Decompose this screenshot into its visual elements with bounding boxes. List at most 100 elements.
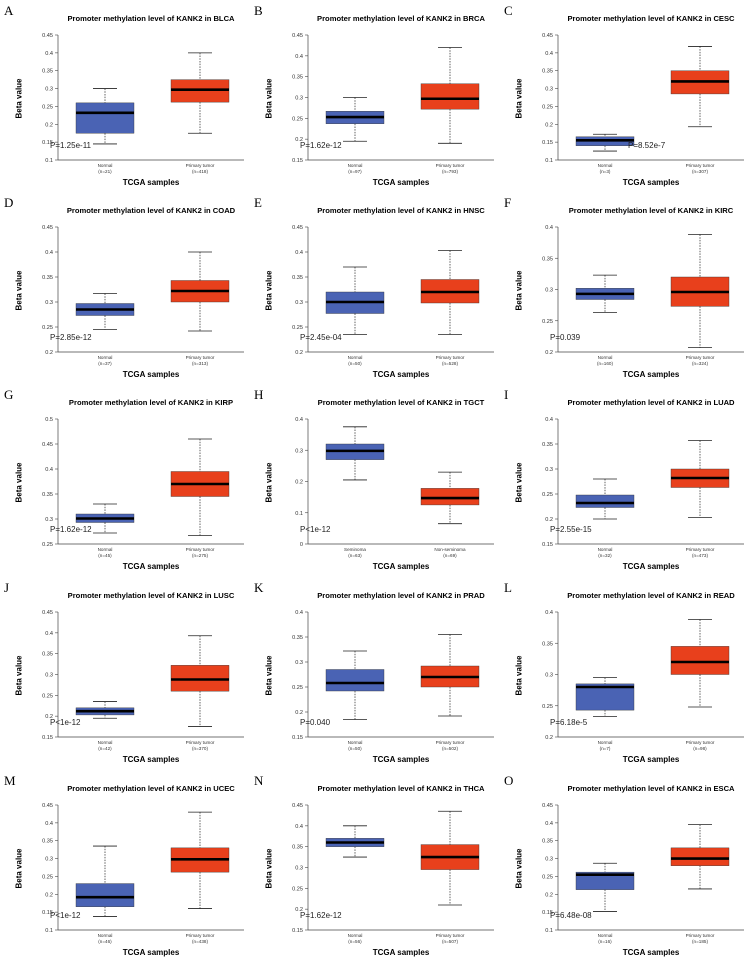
group-label: Primary tumor (n=313) — [165, 355, 235, 367]
y-tick-label: 0.35 — [42, 69, 53, 75]
panel-letter: O — [504, 773, 514, 788]
p-value: P=8.52e-7 — [628, 141, 666, 150]
group-name: Normal — [97, 740, 113, 745]
y-tick-label: 0.2 — [295, 480, 303, 486]
y-axis-label: Beta value — [264, 462, 274, 503]
y-tick-label: 0.45 — [542, 803, 553, 809]
plot-area: 0 0.1 0.2 0.3 0.4 — [295, 417, 494, 548]
group-name: Primary tumor — [685, 547, 715, 552]
y-tick-label: 0.25 — [292, 886, 303, 892]
group-name: Normal — [97, 355, 113, 360]
x-axis-label: TCGA samples — [372, 948, 430, 957]
y-axis-label: Beta value — [514, 655, 524, 696]
chart-title: Promoter methylation level of KANK2 in H… — [317, 206, 485, 215]
y-tick-label: 0.3 — [545, 467, 553, 473]
group-label: Non-seminoma (n=69) — [415, 547, 485, 559]
group-name: Primary tumor — [185, 740, 215, 745]
y-tick-label: 0.35 — [42, 492, 53, 498]
plot-area: 0.2 0.25 0.3 0.35 0.4 0.45 — [42, 225, 244, 356]
y-tick-label: 0.35 — [42, 839, 53, 845]
y-tick-label: 0.25 — [42, 874, 53, 880]
group-label: Normal (n=45) — [70, 547, 140, 559]
y-tick-label: 0.45 — [292, 225, 303, 231]
p-value: P=2.55e-15 — [550, 525, 592, 534]
y-tick-label: 0.25 — [42, 542, 53, 548]
group-name: Normal — [597, 740, 613, 745]
group-label: Normal (n=160) — [570, 355, 640, 367]
chart-title: Promoter methylation level of KANK2 in K… — [568, 206, 734, 215]
group-count: (n=42) — [98, 746, 112, 751]
group-count: (n=45) — [98, 553, 112, 558]
y-tick-label: 0.4 — [545, 417, 553, 423]
y-tick-label: 0.15 — [292, 158, 303, 164]
y-tick-label: 0.4 — [545, 610, 553, 616]
plot-area: 0.2 0.25 0.3 0.35 0.4 — [542, 225, 744, 356]
y-tick-label: 0.4 — [295, 54, 303, 60]
chart-panel-d: 0.2 0.25 0.3 0.35 0.4 0.45 D Promoter methylati… — [0, 192, 250, 384]
chart-title: Promoter methylation level of KANK2 in K… — [68, 398, 234, 407]
y-tick-label: 0.45 — [42, 442, 53, 448]
y-tick-label: 0.25 — [42, 693, 53, 699]
group-count: (n=507) — [442, 939, 458, 944]
y-axis-label: Beta value — [514, 848, 524, 889]
p-value: P<1e-12 — [50, 911, 81, 920]
x-axis-label: TCGA samples — [622, 178, 680, 187]
p-value: P<1e-12 — [300, 525, 331, 534]
x-axis-label: TCGA samples — [122, 755, 180, 764]
y-tick-label: 0.3 — [45, 857, 53, 863]
panel-letter: B — [254, 3, 263, 18]
group-name: Primary tumor — [435, 933, 465, 938]
group-label: Normal (n=50) — [320, 740, 390, 752]
chart-panel-g: 0.25 0.3 0.35 0.4 0.45 0.5 G Promoter methylati… — [0, 384, 250, 576]
x-axis-label: TCGA samples — [372, 562, 430, 571]
group-label: Normal (n=16) — [570, 933, 640, 945]
group-label: Primary tumor (n=438) — [165, 933, 235, 945]
x-axis-label: TCGA samples — [122, 178, 180, 187]
group-count: (n=185) — [692, 939, 708, 944]
y-tick-label: 0.25 — [542, 492, 553, 498]
plot-area: 0.15 0.2 0.25 0.3 0.35 0.4 0.45 — [292, 33, 494, 164]
group-count: (n=50) — [348, 746, 362, 751]
p-value: P=1.62e-12 — [300, 141, 342, 150]
y-tick-label: 0 — [300, 542, 303, 548]
chart-panel-i: 0.15 0.2 0.25 0.3 0.35 0.4 I Promoter methylati… — [500, 384, 750, 576]
group-count: (n=160) — [597, 361, 613, 366]
panel-letter: J — [4, 580, 10, 595]
y-tick-label: 0.45 — [292, 33, 303, 39]
y-tick-label: 0.1 — [545, 158, 553, 164]
group-label: Primary tumor (n=502) — [415, 740, 485, 752]
y-tick-label: 0.45 — [42, 610, 53, 616]
y-tick-label: 0.15 — [542, 910, 553, 916]
box-normal — [575, 494, 635, 508]
plot-area: 0.15 0.2 0.25 0.3 0.35 0.4 — [292, 610, 494, 741]
group-label: Primary tumor (n=324) — [665, 355, 735, 367]
y-tick-label: 0.2 — [295, 350, 303, 356]
y-tick-label: 0.4 — [45, 821, 53, 827]
group-name: Primary tumor — [685, 933, 715, 938]
y-tick-label: 0.35 — [292, 635, 303, 641]
group-label: Primary tumor (n=528) — [415, 355, 485, 367]
y-tick-label: 0.1 — [295, 511, 303, 517]
panel-letter: L — [504, 580, 512, 595]
group-label: Primary tumor (n=793) — [415, 163, 485, 175]
chart-panel-j: 0.15 0.2 0.25 0.3 0.35 0.4 0.45 J Promoter methy… — [0, 577, 250, 769]
group-label: Normal (n=32) — [570, 547, 640, 559]
p-value: P=1.25e-11 — [50, 141, 91, 150]
p-value: P<1e-12 — [50, 718, 81, 727]
chart-panel-c: 0.1 0.15 0.2 0.25 0.3 0.35 0.4 0.45 C Promoter me… — [500, 0, 750, 192]
group-label: Primary tumor (n=98) — [665, 740, 735, 752]
chart-panel-n: 0.15 0.2 0.25 0.3 0.35 0.4 0.45 N Promoter methy… — [250, 770, 500, 962]
y-tick-label: 0.2 — [45, 350, 53, 356]
plot-area: 0.2 0.25 0.3 0.35 0.4 — [542, 610, 744, 741]
chart-title: Promoter methylation level of KANK2 in E… — [567, 784, 735, 793]
plot-area: 0.25 0.3 0.35 0.4 0.45 0.5 — [42, 417, 244, 548]
group-count: (n=97) — [348, 169, 362, 174]
box-tumor — [670, 646, 730, 675]
y-axis-label: Beta value — [264, 848, 274, 889]
y-tick-label: 0.25 — [42, 325, 53, 331]
y-tick-label: 0.5 — [45, 417, 53, 423]
y-tick-label: 0.45 — [42, 803, 53, 809]
y-tick-label: 0.25 — [542, 319, 553, 325]
group-name: Normal — [597, 933, 613, 938]
y-tick-label: 0.3 — [45, 517, 53, 523]
